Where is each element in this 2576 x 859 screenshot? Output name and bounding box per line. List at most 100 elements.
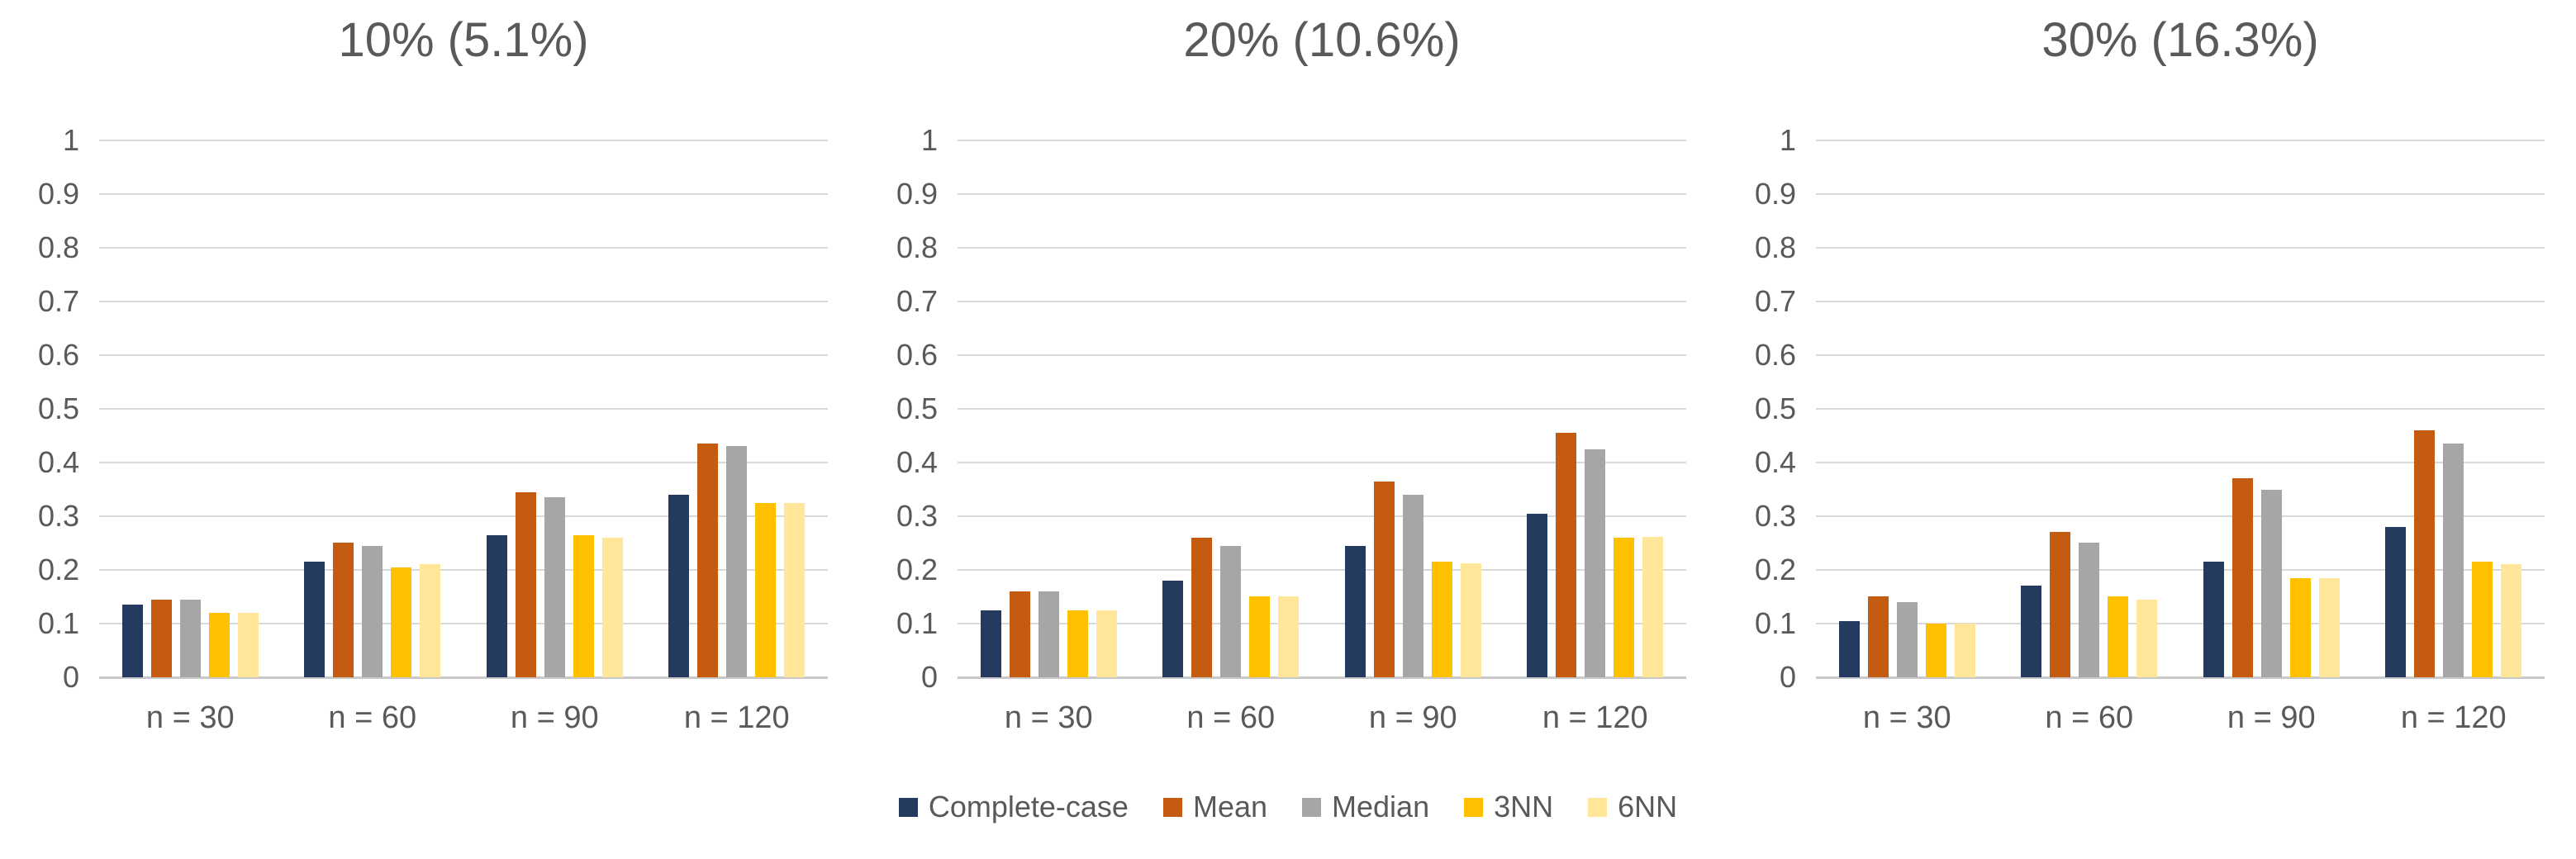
legend-swatch [1302, 797, 1322, 817]
y-tick-label: 0.9 [896, 177, 938, 211]
bar-mean [150, 600, 172, 677]
y-tick-label: 0.8 [1754, 230, 1796, 264]
bar-complete-case [304, 562, 326, 677]
bar-group [958, 140, 1140, 677]
y-tick-label: 0.3 [896, 499, 938, 533]
bar-mean [1867, 596, 1889, 677]
y-tick-label: 0.6 [37, 338, 79, 372]
x-axis-baseline [958, 676, 1686, 679]
y-tick-label: 0.8 [896, 230, 938, 264]
y-tick-label: 0.4 [37, 445, 79, 479]
bar-6nn [784, 503, 806, 677]
bar-complete-case [980, 610, 1001, 677]
bar-median [2443, 444, 2464, 677]
y-tick-label: 0.9 [37, 177, 79, 211]
gridline [958, 569, 1686, 571]
legend-item-6nn: 6NN [1588, 790, 1677, 824]
y-tick-label: 0.6 [896, 338, 938, 372]
x-category-label: n = 60 [2045, 700, 2134, 735]
bar-complete-case [668, 495, 690, 677]
gridline [1816, 515, 2545, 517]
bar-group [1999, 140, 2181, 677]
gridline [99, 623, 828, 624]
chart-legend: Complete-case Mean Median 3NN 6NN [0, 778, 2576, 836]
gridline [99, 354, 828, 356]
bar-group [2180, 140, 2363, 677]
bar-complete-case [1162, 581, 1184, 677]
plot-area [1816, 140, 2545, 679]
gridline [958, 301, 1686, 302]
bar-median [179, 600, 201, 677]
x-category-label: n = 30 [1004, 700, 1093, 735]
y-tick-label: 0.7 [896, 284, 938, 318]
bar-6nn [1954, 624, 1975, 677]
gridline [958, 193, 1686, 195]
y-tick-label: 0.7 [1754, 284, 1796, 318]
x-category-label: n = 90 [1368, 700, 1457, 735]
bar-6nn [420, 564, 441, 677]
y-tick-label: 1 [1779, 123, 1796, 157]
bar-mean [1373, 482, 1395, 677]
gridline [99, 247, 828, 249]
bar-chart-panel-3: 30% (16.3%) 1 0.9 0.8 0.7 0.6 0.5 0.4 0.3 0.2 0.1 0… [1717, 0, 2575, 772]
bar-mean [2414, 430, 2436, 677]
gridline [1816, 140, 2545, 141]
y-tick-label: 0.2 [896, 553, 938, 586]
y-tick-label: 0.3 [1754, 499, 1796, 533]
gridline [99, 515, 828, 517]
x-category-label: n = 120 [1542, 700, 1648, 735]
y-tick-label: 0.4 [896, 445, 938, 479]
bar-complete-case [2385, 527, 2407, 677]
bar-6nn [237, 613, 259, 677]
bar-mean [333, 543, 354, 677]
gridline [958, 247, 1686, 249]
y-tick-label: 0 [1779, 660, 1796, 694]
bar-3nn [2289, 578, 2311, 677]
bar-6nn [1460, 563, 1481, 677]
y-tick-label: 0.1 [37, 606, 79, 640]
chart-title: 20% (10.6%) [1183, 13, 1461, 67]
bar-group [1504, 140, 1687, 677]
bar-median [362, 546, 383, 677]
gridline [99, 569, 828, 571]
y-tick-label: 0.6 [1754, 338, 1796, 372]
x-category-label: n = 60 [1186, 700, 1276, 735]
bar-complete-case [1838, 621, 1860, 677]
legend-label: 6NN [1618, 790, 1678, 823]
gridline [1816, 301, 2545, 302]
y-tick-label: 1 [62, 123, 79, 157]
x-category-label: n = 60 [328, 700, 417, 735]
y-tick-label: 0 [920, 660, 938, 694]
legend-item-3nn: 3NN [1464, 790, 1553, 824]
gridline [1816, 623, 2545, 624]
legend-label: Median [1332, 790, 1430, 823]
bar-group [2363, 140, 2545, 677]
y-tick-label: 0.1 [896, 606, 938, 640]
x-axis-baseline [1816, 676, 2545, 679]
bar-group [1816, 140, 1999, 677]
x-category-label: n = 120 [683, 700, 790, 735]
bar-median [1896, 602, 1918, 677]
bar-complete-case [1344, 546, 1366, 677]
bar-complete-case [1527, 514, 1548, 677]
y-tick-label: 0.5 [896, 392, 938, 425]
bar-mean [2231, 478, 2253, 677]
bar-complete-case [2203, 562, 2224, 677]
bar-chart-panel-1: 10% (5.1%) 1 0.9 0.8 0.7 0.6 0.5 0.4 0.3 0.2 0.1 0 n… [0, 0, 858, 772]
bar-3nn [208, 613, 230, 677]
bar-3nn [1249, 596, 1271, 677]
bar-3nn [1431, 562, 1452, 677]
y-tick-label: 0.2 [37, 553, 79, 586]
x-category-label: n = 120 [2400, 700, 2507, 735]
bar-median [2079, 543, 2100, 677]
bar-3nn [2108, 596, 2129, 677]
bar-6nn [1642, 537, 1664, 677]
bar-chart-panel-2: 20% (10.6%) 1 0.9 0.8 0.7 0.6 0.5 0.4 0.3 0.2 0.1 0… [858, 0, 1717, 772]
gridline [1816, 408, 2545, 410]
bar-mean [1556, 433, 1577, 677]
y-tick-label: 0.5 [37, 392, 79, 425]
bar-6nn [1278, 596, 1300, 677]
x-category-label: n = 90 [510, 700, 599, 735]
bar-median [1402, 495, 1423, 677]
